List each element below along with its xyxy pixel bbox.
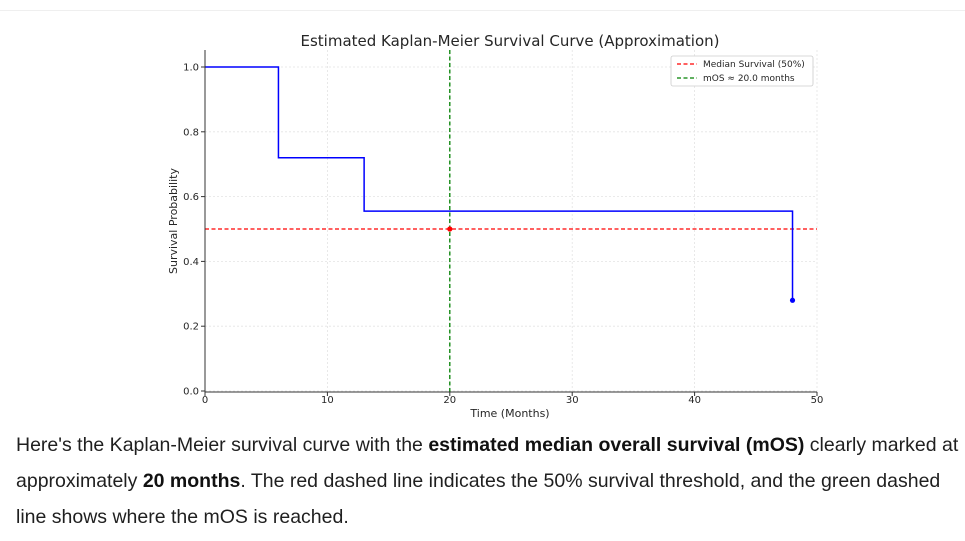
x-tick-label: 40 (688, 395, 701, 406)
x-tick-label: 10 (321, 395, 334, 406)
y-tick-label: 0.6 (183, 192, 199, 203)
chart-title: Estimated Kaplan-Meier Survival Curve (A… (300, 32, 719, 50)
caption-paragraph: Here's the Kaplan-Meier survival curve w… (16, 427, 961, 535)
y-tick-label: 0.2 (183, 322, 199, 333)
legend-label-mos: mOS ≈ 20.0 months (703, 74, 795, 84)
y-tick-label: 0.8 (183, 127, 199, 138)
markers (447, 226, 796, 303)
end-point-marker (789, 297, 796, 303)
caption-text-1: Here's the Kaplan-Meier survival curve w… (16, 434, 429, 456)
series (205, 66, 794, 301)
top-divider (0, 10, 965, 11)
legend: Median Survival (50%) mOS ≈ 20.0 months (670, 55, 814, 87)
y-tick-label: 1.0 (183, 63, 199, 74)
y-tick-label: 0.4 (183, 257, 199, 268)
axes (204, 50, 817, 393)
survival-curve (205, 66, 794, 301)
reference-lines (205, 50, 817, 392)
caption-bold-months: 20 months (142, 470, 241, 492)
legend-box (670, 55, 814, 87)
median-point-marker (447, 226, 453, 232)
legend-label-median: Median Survival (50%) (703, 60, 805, 70)
caption-text-2: clearly marked at approximately (16, 434, 959, 492)
ticks: 0 10 20 30 40 50 0.0 0.2 0.4 0.6 0.8 1.0 (183, 63, 823, 407)
caption-text-3: . The red dashed line indicates the 50% … (16, 470, 941, 528)
x-tick-label: 20 (443, 395, 456, 406)
x-axis-label: Time (Months) (469, 407, 549, 420)
km-chart: 0 10 20 30 40 50 0.0 0.2 0.4 0.6 0.8 1.0 Estimated … (167, 32, 823, 420)
x-tick-label: 30 (566, 395, 579, 406)
grid (204, 50, 818, 392)
y-axis-label: Survival Probability (167, 168, 180, 274)
x-tick-label: 0 (202, 395, 208, 406)
caption-bold-mos: estimated median overall survival (mOS) (428, 434, 805, 456)
y-tick-label: 0.0 (183, 387, 199, 398)
x-tick-label: 50 (811, 395, 824, 406)
